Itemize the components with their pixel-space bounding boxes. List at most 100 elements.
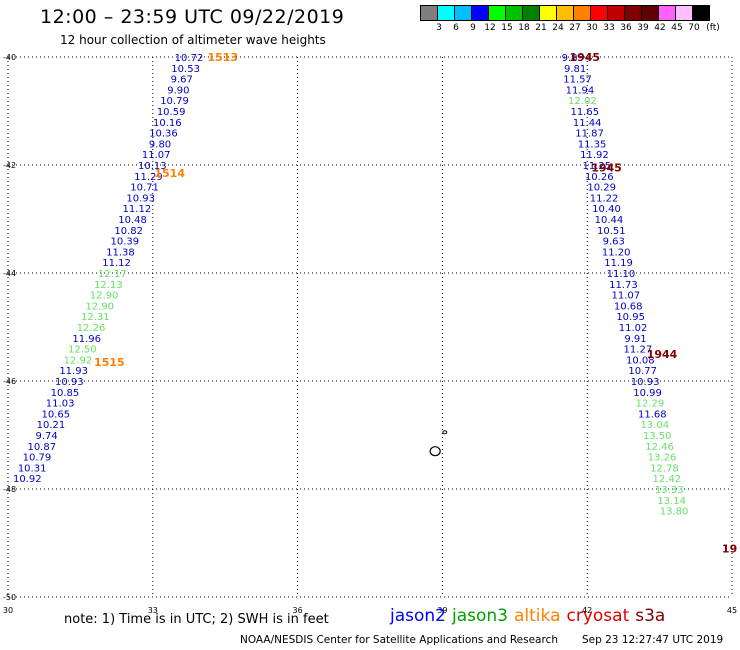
satellite-jason3: jason3 [452, 606, 508, 626]
wave-height-value: 12.29 [636, 399, 665, 410]
wave-height-value: 11.07 [142, 150, 171, 161]
generated-timestamp: Sep 23 12:27:47 UTC 2019 [582, 634, 724, 646]
wave-height-value: 10.21 [37, 420, 66, 431]
wave-height-value: 11.07 [611, 291, 640, 302]
wave-height-value: 10.48 [118, 215, 147, 226]
wave-height-value: 9.85 [562, 53, 584, 64]
pass-time-label: 1515 [94, 356, 125, 369]
wave-height-value: 9.81 [564, 64, 586, 75]
wave-height-value: 10.77 [628, 366, 657, 377]
legend-label: 30 [586, 23, 598, 33]
legend-labels: 3 6 9 12 15 18 21 24 27 30 33 36 39 42 45 70 (ft) [421, 21, 740, 33]
wave-height-value: 12.31 [81, 312, 110, 323]
legend-label: 12 [484, 23, 496, 33]
x-tick-label: 36 [293, 606, 303, 615]
wave-height-value: 10.16 [153, 118, 182, 129]
footer-note: note: 1) Time is in UTC; 2) SWH is in fe… [64, 612, 329, 627]
wave-height-value: 11.20 [602, 247, 631, 258]
wave-height-value: 10.71 [130, 183, 159, 194]
wave-height-value: 11.19 [604, 258, 633, 269]
wave-height-value: 12.78 [650, 463, 679, 474]
legend-swatch [692, 5, 710, 21]
wave-height-value: 11.12 [123, 204, 152, 215]
wave-height-value: 10.31 [18, 463, 47, 474]
wave-height-value: 10.51 [597, 226, 626, 237]
wave-height-value: 12.90 [85, 301, 114, 312]
wave-height-value: 10.93 [631, 377, 660, 388]
legend-label: 45 [671, 23, 683, 33]
wave-height-value: 10.40 [592, 204, 621, 215]
wave-height-value: 10.13 [138, 161, 167, 172]
wave-height-value: 12.17 [98, 269, 127, 280]
x-tick-label: 33 [148, 606, 158, 615]
wave-height-value: 11.65 [570, 107, 599, 118]
credit-text: NOAA/NESDIS Center for Satellite Applica… [240, 634, 558, 646]
wave-height-value: 11.68 [638, 409, 667, 420]
wave-height-value: 10.59 [157, 107, 186, 118]
wave-height-value: 12.02 [568, 96, 597, 107]
y-tick-label: -40 [3, 53, 16, 62]
legend-label: 39 [637, 23, 649, 33]
wave-height-value: 9.74 [35, 431, 57, 442]
pass-time-label: 1513 [207, 51, 238, 64]
legend-label: 6 [453, 23, 459, 33]
wave-height-value: 10.44 [595, 215, 624, 226]
y-tick-label: -46 [3, 377, 16, 386]
wave-height-value: 10.93 [126, 193, 155, 204]
legend-label: 42 [654, 23, 666, 33]
satellite-legend: jason2 jason3 altika cryosat s3a [390, 606, 671, 626]
wave-height-value: 13.04 [640, 420, 669, 431]
satellite-s3a: s3a [635, 606, 666, 626]
wave-height-value: 11.02 [619, 323, 648, 334]
wave-height-value: 10.36 [149, 129, 178, 140]
wave-height-value: 10.85 [51, 388, 80, 399]
wave-height-value: 10.92 [13, 474, 42, 485]
color-legend: 3 6 9 12 15 18 21 24 27 30 33 36 39 42 45 70 (ft) [420, 5, 740, 33]
wave-height-value: 10.39 [110, 237, 139, 248]
wave-height-value: 12.90 [90, 291, 119, 302]
satellite-jason2: jason2 [390, 606, 446, 626]
wave-height-value: 10.79 [23, 453, 52, 464]
wave-height-value: 12.92 [64, 355, 93, 366]
wave-height-value: 11.38 [106, 247, 135, 258]
page-title: 12:00 – 23:59 UTC 09/22/2019 [40, 6, 345, 28]
pass-time-label: 1945 [569, 51, 600, 64]
pass-time-label: 1514 [154, 167, 185, 180]
island-outline [429, 446, 441, 457]
x-tick-label: 42 [582, 606, 592, 615]
legend-swatches [420, 5, 740, 21]
legend-label: 3 [436, 23, 442, 33]
wave-height-value: 10.99 [633, 388, 662, 399]
wave-height-value: 10.26 [585, 172, 614, 183]
wave-height-value: 11.44 [573, 118, 602, 129]
legend-label: 27 [569, 23, 581, 33]
x-tick-label: 30 [3, 606, 13, 615]
wave-height-value: 12.50 [68, 345, 97, 356]
wave-height-value: 12.26 [77, 323, 106, 334]
legend-label: 33 [603, 23, 615, 33]
wave-height-value: 13.26 [648, 453, 677, 464]
wave-height-value: 10.65 [41, 409, 70, 420]
legend-label: 15 [501, 23, 513, 33]
legend-label: 36 [620, 23, 632, 33]
wave-height-value: 10.79 [160, 96, 189, 107]
x-tick-label: 45 [727, 606, 737, 615]
wave-height-value: 11.25 [583, 161, 612, 172]
pass-time-label: 1944 [647, 348, 678, 361]
wave-height-value: 10.53 [171, 64, 200, 75]
legend-label: 21 [535, 23, 547, 33]
wave-height-value: 13.80 [660, 507, 689, 518]
wave-height-value: 10.93 [55, 377, 84, 388]
pass-time-label: 1945 [591, 162, 622, 175]
legend-label: 9 [470, 23, 476, 33]
satellite-cryosat: cryosat [566, 606, 630, 626]
wave-height-value: 13.33 [655, 485, 684, 496]
wave-height-value: 12.42 [653, 474, 682, 485]
wave-height-value: 11.57 [563, 75, 592, 86]
island-outline [442, 430, 448, 435]
legend-label: 18 [518, 23, 530, 33]
wave-height-value: 11.03 [46, 399, 75, 410]
wave-height-value: 10.82 [114, 226, 143, 237]
wave-height-value: 13.50 [643, 431, 672, 442]
